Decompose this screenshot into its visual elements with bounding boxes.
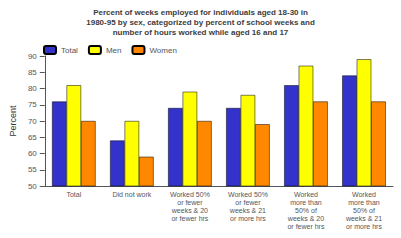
svg-text:1980-95 by sex, categorized by: 1980-95 by sex, categorized by percent o… (86, 18, 315, 27)
svg-text:more than: more than (348, 199, 380, 206)
svg-text:weeks & 20: weeks & 20 (287, 215, 324, 222)
svg-text:or fewer: or fewer (177, 199, 203, 206)
svg-text:70: 70 (28, 117, 37, 126)
svg-text:75: 75 (28, 100, 37, 109)
svg-text:Women: Women (149, 46, 176, 55)
svg-text:Worked: Worked (294, 191, 318, 198)
svg-text:Worked 50%: Worked 50% (170, 191, 210, 198)
svg-text:Did not work: Did not work (112, 191, 151, 198)
svg-text:number of hours worked while a: number of hours worked while aged 16 and… (113, 28, 289, 37)
svg-text:or fewer hrs: or fewer hrs (171, 215, 208, 222)
svg-text:Worked: Worked (352, 191, 376, 198)
svg-text:Percent: Percent (8, 105, 18, 137)
svg-text:50% of: 50% of (295, 207, 317, 214)
svg-text:or fewer hrs: or fewer hrs (287, 223, 324, 230)
svg-text:65: 65 (28, 133, 37, 142)
svg-text:Percent of weeks employed for: Percent of weeks employed for individual… (93, 8, 308, 17)
svg-text:60: 60 (28, 149, 37, 158)
svg-text:90: 90 (28, 52, 37, 61)
svg-text:weeks & 21: weeks & 21 (229, 207, 266, 214)
svg-text:85: 85 (28, 68, 37, 77)
svg-text:50: 50 (28, 182, 37, 191)
svg-text:Men: Men (106, 46, 122, 55)
svg-text:Worked 50%: Worked 50% (228, 191, 268, 198)
svg-text:Total: Total (66, 191, 81, 198)
svg-text:or fewer: or fewer (235, 199, 261, 206)
svg-text:more than: more than (290, 199, 322, 206)
svg-text:55: 55 (28, 165, 37, 174)
svg-text:50% of: 50% of (353, 207, 375, 214)
svg-text:80: 80 (28, 84, 37, 93)
svg-text:weeks & 20: weeks & 20 (171, 207, 208, 214)
svg-text:or more hrs: or more hrs (346, 223, 382, 230)
svg-text:or more hrs: or more hrs (230, 215, 266, 222)
svg-text:Total: Total (61, 46, 78, 55)
svg-text:weeks & 21: weeks & 21 (345, 215, 382, 222)
